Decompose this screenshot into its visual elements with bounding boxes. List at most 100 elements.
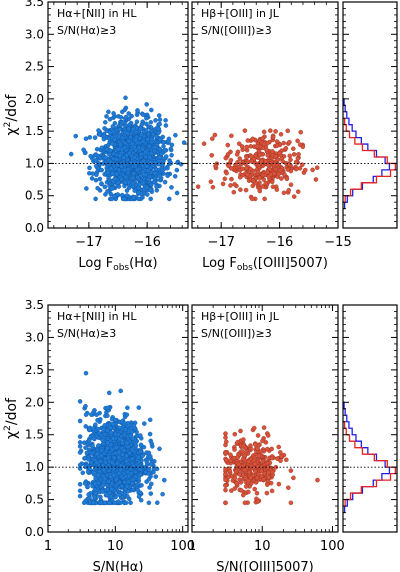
bottom-left-point — [162, 477, 167, 483]
top-left-point — [118, 142, 123, 147]
top-middle-point — [248, 144, 253, 149]
bottom-left-point — [91, 500, 96, 506]
bottom-left-point — [100, 462, 106, 468]
bottom-left-point — [129, 429, 135, 435]
bottom-middle-point — [269, 469, 275, 475]
top-left-ytick-label: 0.5 — [25, 189, 44, 203]
top-left-point — [97, 132, 102, 137]
top-left-point — [125, 166, 131, 172]
top-middle-point — [272, 171, 277, 176]
top-middle-point — [249, 196, 255, 202]
bottom-middle-point — [232, 486, 238, 491]
top-left-point — [93, 163, 99, 169]
bottom-left-point — [122, 479, 127, 485]
top-middle-point — [232, 182, 237, 187]
top-middle-point — [237, 175, 243, 180]
bottom-middle-point — [269, 446, 274, 452]
top-middle-point — [234, 152, 240, 157]
top-left-point — [154, 134, 159, 139]
bottom-middle-point — [223, 500, 228, 506]
bottom-middle-point — [259, 473, 264, 479]
top-middle-point — [255, 169, 261, 175]
top-left-point — [109, 141, 115, 146]
bottom-middle-point — [269, 488, 275, 494]
bottom-left-point — [118, 388, 123, 394]
top-left-point — [168, 147, 174, 153]
top-left-point — [73, 133, 78, 139]
top-middle-point — [229, 133, 234, 139]
bottom-left-point — [124, 484, 130, 489]
bottom-left-point — [149, 441, 155, 447]
top-right-histogram-red — [343, 117, 397, 203]
bottom-left-point — [84, 450, 90, 456]
bottom-middle-point — [253, 479, 259, 485]
top-middle-point — [295, 189, 301, 194]
top-left-point — [112, 176, 118, 182]
bottom-left-point — [135, 487, 141, 493]
bottom-left-point — [81, 500, 87, 506]
bottom-middle-point — [240, 443, 246, 449]
top-middle-point — [291, 152, 297, 157]
top-middle-point — [278, 168, 283, 173]
bottom-left-ytick-label: 3.0 — [25, 330, 44, 344]
bottom-left-ytick-label: 2.5 — [25, 363, 44, 377]
top-middle-point — [267, 166, 272, 172]
top-left-point — [109, 186, 115, 191]
bottom-left-point — [147, 417, 153, 423]
bottom-left-point — [129, 481, 135, 486]
bottom-middle-point — [291, 475, 296, 481]
bottom-left-point — [117, 425, 122, 431]
top-left-point — [164, 154, 169, 159]
bottom-left-point — [125, 489, 131, 494]
bottom-left-point — [134, 482, 140, 487]
top-left-point — [90, 171, 96, 176]
bottom-middle-point — [227, 468, 233, 474]
bottom-middle-point — [286, 485, 291, 490]
bottom-middle-point — [256, 453, 262, 459]
top-middle-point — [286, 188, 291, 193]
top-middle-point — [222, 176, 228, 182]
top-left-point — [81, 147, 86, 153]
bottom-left-point — [148, 461, 154, 467]
top-middle-point — [297, 142, 303, 147]
bottom-left-point — [107, 500, 112, 506]
bottom-middle-point — [276, 444, 281, 450]
bottom-left-point — [120, 452, 125, 458]
bottom-middle-point — [246, 469, 252, 475]
bottom-middle-point — [243, 475, 248, 481]
top-middle-xtick-label: −17 — [207, 235, 234, 250]
bottom-middle-point — [255, 499, 261, 504]
bottom-middle-point — [266, 475, 272, 480]
bottom-middle-point — [253, 442, 258, 447]
bottom-middle-point — [251, 425, 257, 431]
top-middle-point — [280, 159, 286, 164]
top-left-point — [135, 108, 140, 113]
bottom-left-point — [77, 440, 83, 445]
top-middle-point — [284, 176, 290, 182]
top-left-ytick-label: 3.0 — [25, 27, 44, 41]
top-left-point — [159, 151, 164, 157]
top-middle-point — [291, 146, 296, 151]
top-middle-point — [288, 157, 293, 162]
bottom-left-point — [93, 422, 98, 427]
bottom-middle-point — [223, 435, 228, 440]
bottom-middle-point — [278, 450, 283, 455]
bottom-left-point — [124, 458, 129, 464]
bottom-left-point — [105, 455, 111, 461]
bottom-left-point — [146, 450, 152, 456]
top-middle-point — [225, 142, 231, 148]
top-middle-point — [195, 184, 201, 189]
top-left-point — [103, 120, 108, 125]
top-left-point — [145, 136, 150, 142]
bottom-left-point — [99, 453, 104, 458]
top-left-point — [120, 120, 125, 125]
bottom-middle-point — [252, 461, 258, 467]
top-left-point — [133, 137, 138, 143]
bottom-left-point — [87, 427, 93, 433]
bottom-left-point — [86, 438, 92, 443]
bottom-middle-point — [243, 484, 249, 489]
bottom-left-point — [91, 435, 97, 441]
bottom-middle-annotation: S/N([OIII])≥3 — [201, 327, 272, 340]
top-middle-point — [303, 167, 308, 173]
bottom-left-ytick-label: 1.0 — [25, 460, 44, 474]
